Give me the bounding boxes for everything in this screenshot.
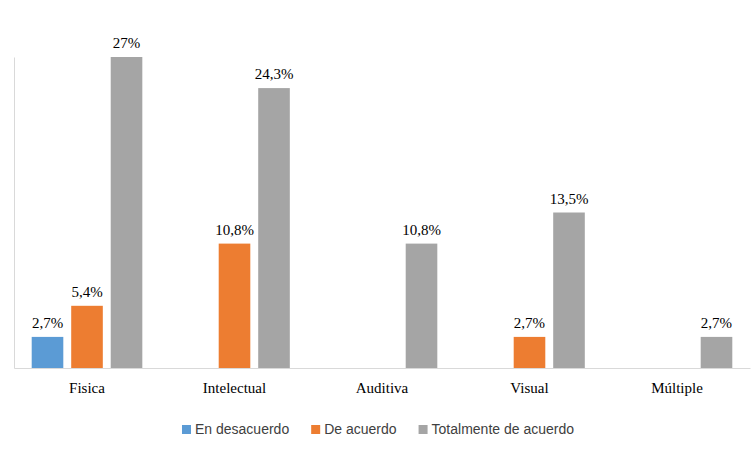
y-axis-line [14,58,15,369]
x-tick: Fisica [69,368,105,396]
x-axis-line [15,368,751,369]
data-label: 2,7% [32,315,63,331]
x-tick: Visual [510,368,548,396]
legend: En desacuerdo De acuerdo Totalmente de acu… [182,421,574,437]
legend-swatch [311,425,320,434]
legend-label: De acuerdo [324,421,397,437]
x-tick: Intelectual [203,368,266,396]
legend-item: De acuerdo [311,421,397,437]
data-label: 10,8% [402,222,441,238]
data-label: 2,7% [514,315,545,331]
legend-swatch [419,425,428,434]
x-tick-label: Visual [510,380,548,396]
x-tick-label: Intelectual [203,380,266,396]
bar [553,213,585,369]
bar [219,244,251,368]
data-label: 10,8% [215,222,254,238]
y-axis [14,58,15,369]
chart-svg: 2,7% 5,4% 10,8% 2,7% 27% 24,3% 10,8% 13,5% 2,7% F… [0,0,756,459]
data-label: 5,4% [71,284,102,300]
chart-container: 2,7% 5,4% 10,8% 2,7% 27% 24,3% 10,8% 13,5% 2,7% F… [0,0,756,459]
legend-item: En desacuerdo [182,421,289,437]
legend-label: En desacuerdo [195,421,289,437]
data-label: 27% [113,35,141,51]
bar [258,88,290,368]
x-tick: Auditiva [356,368,409,396]
bar [71,306,103,368]
bar [32,337,64,368]
x-tick-label: Múltiple [651,380,703,396]
legend-label: Totalmente de acuerdo [432,421,575,437]
bar [514,337,546,368]
x-axis: Fisica Intelectual Auditiva Visual Múltiple [15,368,751,396]
data-label: 2,7% [701,315,732,331]
legend-item: Totalmente de acuerdo [419,421,575,437]
data-label: 13,5% [550,191,589,207]
data-labels: 2,7% 5,4% 10,8% 2,7% 27% 24,3% 10,8% 13,5% 2,7% [32,35,732,331]
bar [111,57,143,368]
legend-swatch [182,425,191,434]
bar [701,337,733,368]
x-tick: Múltiple [651,368,703,396]
x-tick-label: Fisica [69,380,105,396]
x-tick-label: Auditiva [356,380,409,396]
bar [406,244,438,368]
bars [32,57,733,368]
data-label: 24,3% [255,66,294,82]
